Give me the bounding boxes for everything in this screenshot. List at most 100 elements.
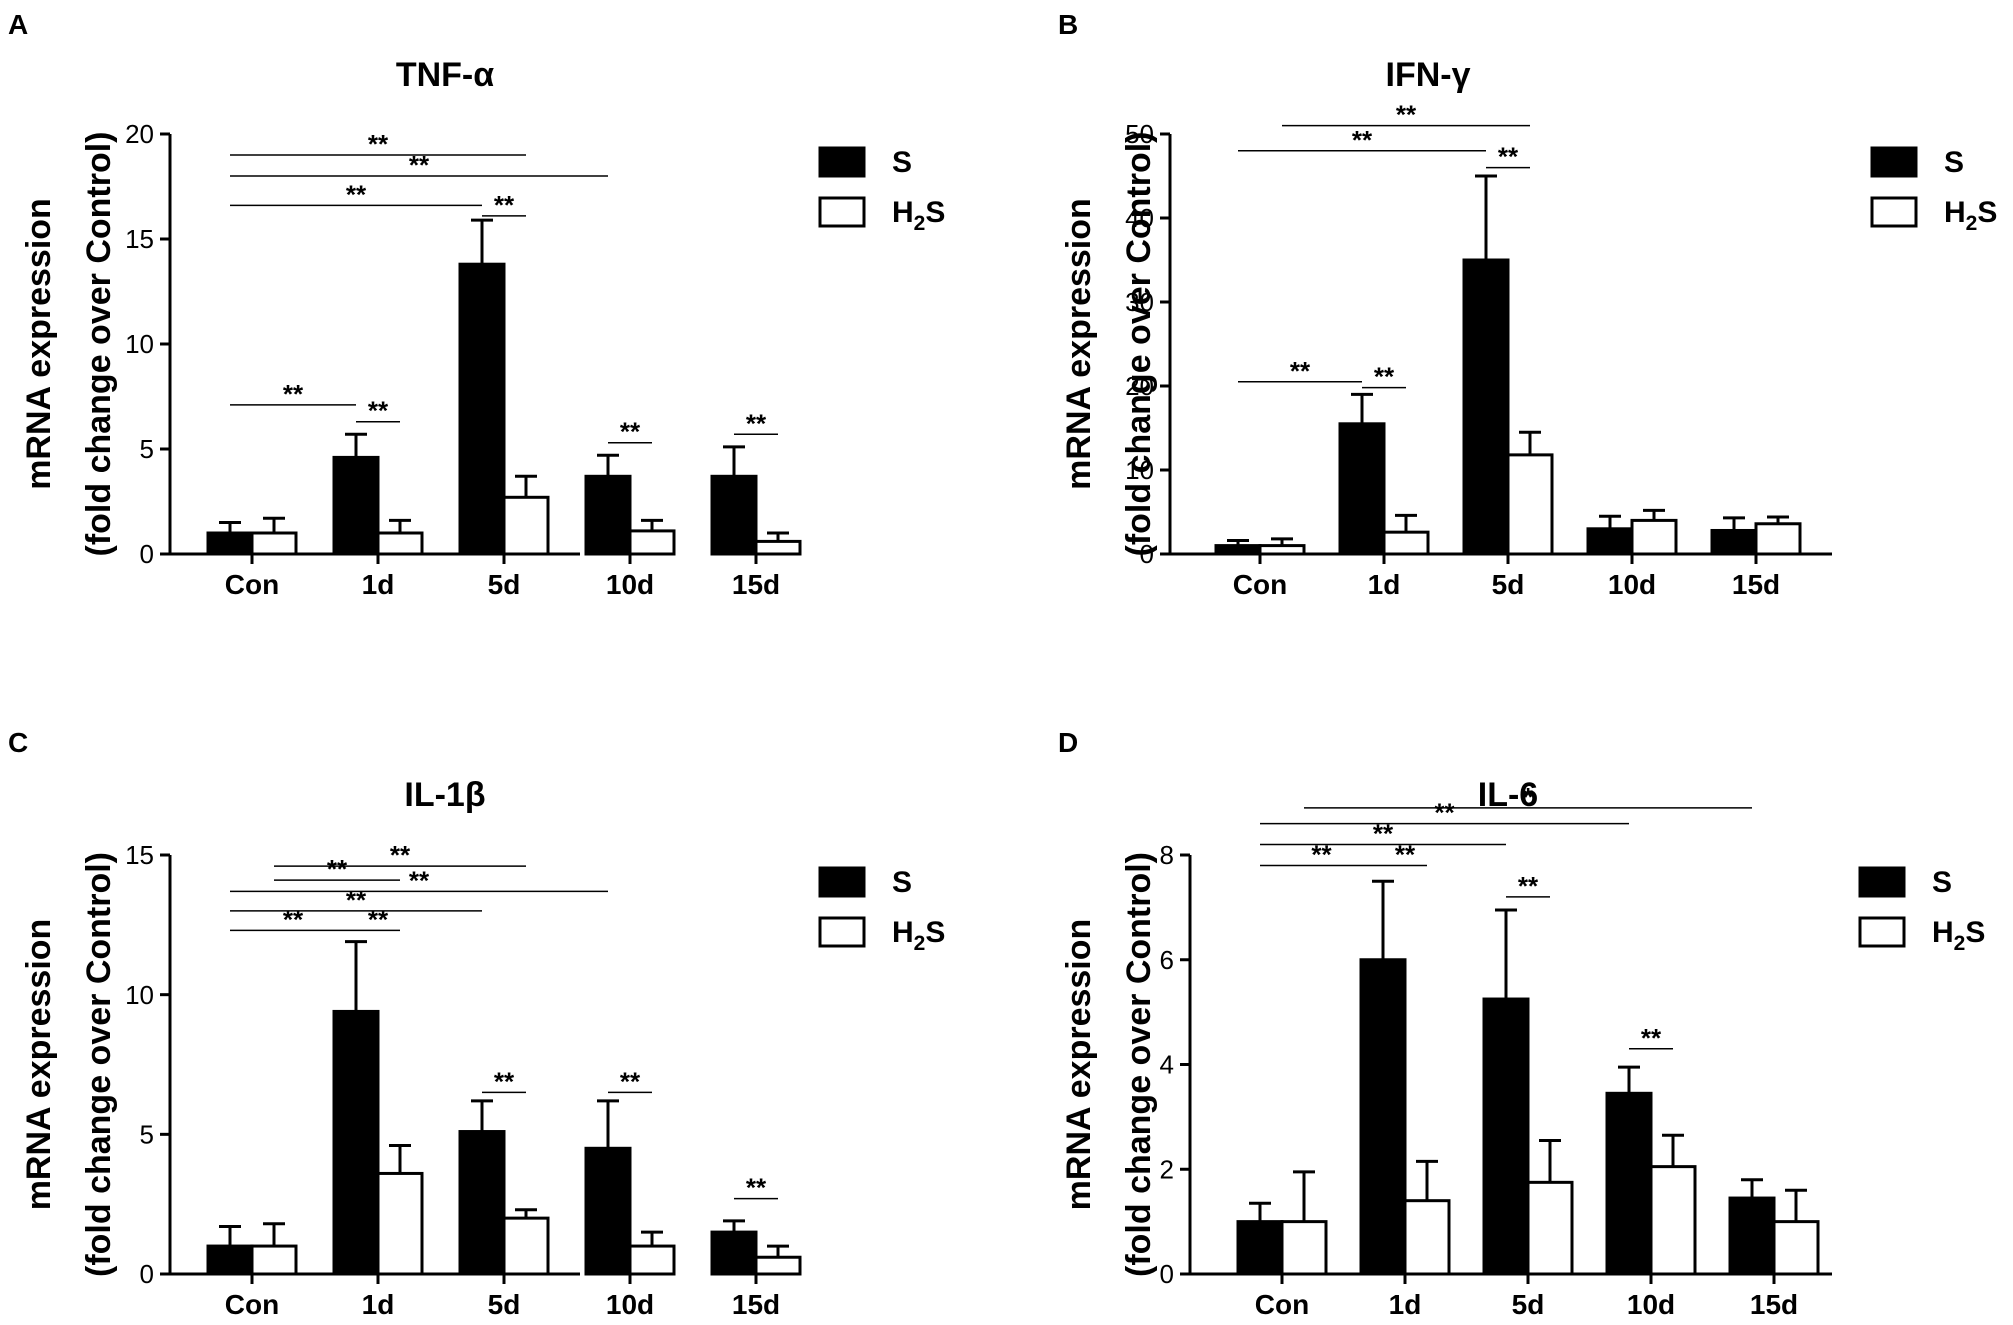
bar-s (1710, 528, 1758, 556)
y-tick-label: 2 (1160, 1154, 1174, 1184)
x-tick-label: Con (1255, 1289, 1309, 1320)
bar-s (1586, 527, 1634, 556)
y-tick-label: 4 (1160, 1050, 1174, 1080)
y-axis-label-line2: (fold change over Control) (1120, 852, 1158, 1277)
y-tick-label: 0 (140, 1259, 154, 1289)
chart-title: IFN-γ (1386, 56, 1471, 94)
significance-label: ** (1290, 356, 1311, 386)
significance-label: ** (1396, 100, 1417, 130)
bar-h2s (1649, 1165, 1697, 1276)
bar-s (710, 1230, 758, 1276)
y-tick-label: 40 (1125, 203, 1154, 233)
chart-title: TNF-α (396, 56, 494, 94)
legend-swatch-s (818, 146, 866, 178)
bar-h2s (1754, 522, 1802, 556)
y-tick-label: 0 (1160, 1259, 1174, 1289)
bar-h2s (502, 495, 550, 556)
bar-s (1728, 1196, 1776, 1276)
y-tick-label: 8 (1160, 840, 1174, 870)
y-tick-label: 10 (125, 329, 154, 359)
bar-h2s (1506, 453, 1554, 556)
x-tick-label: 5d (488, 1289, 521, 1320)
y-tick-label: 50 (1125, 119, 1154, 149)
bar-s (1482, 997, 1530, 1276)
chart-panel-c: C IL-1β mRNA expression (fold change over C… (8, 727, 945, 1320)
legend: S H2S (818, 146, 945, 235)
x-tick-label: 15d (732, 1289, 780, 1320)
bar-s (332, 455, 380, 556)
bar-h2s (1403, 1199, 1451, 1276)
y-axis-label-line2: (fold change over Control) (1120, 132, 1158, 557)
significance-label: ** (1395, 839, 1416, 869)
x-tick-label: 5d (1492, 569, 1525, 600)
y-tick-label: 15 (125, 224, 154, 254)
significance-label: ** (346, 885, 367, 915)
significance-label: ** (1373, 819, 1394, 849)
panel-label: C (8, 727, 28, 758)
x-tick-label: 15d (1750, 1289, 1798, 1320)
y-tick-label: 6 (1160, 945, 1174, 975)
y-axis-label-line2: (fold change over Control) (80, 852, 118, 1277)
significance-label: ** (620, 1066, 641, 1096)
chart-panel-b: B IFN-γ mRNA expression (fold change over C… (1058, 9, 1997, 600)
x-tick-label: 1d (362, 1289, 395, 1320)
bar-h2s (376, 1171, 424, 1276)
bar-h2s (250, 1244, 298, 1276)
significance-label: ** (346, 179, 367, 209)
bar-s (1359, 958, 1407, 1276)
significance-label: ** (368, 904, 389, 934)
legend-swatch-s (818, 866, 866, 898)
bar-s (1338, 422, 1386, 556)
legend-label-s: S (1932, 866, 1952, 899)
x-tick-label: 1d (1389, 1289, 1422, 1320)
legend: S H2S (1858, 866, 1985, 955)
legend: S H2S (1870, 146, 1997, 235)
legend-swatch-h2s (818, 196, 866, 228)
legend: S H2S (818, 866, 945, 955)
significance-label: ** (1352, 125, 1373, 155)
x-tick-label: 10d (606, 1289, 654, 1320)
legend-swatch-s (1870, 146, 1918, 178)
bar-h2s (1382, 530, 1430, 556)
significance-label: ** (1311, 839, 1332, 869)
y-tick-label: 10 (125, 980, 154, 1010)
y-axis-label-line1: mRNA expression (1060, 198, 1098, 490)
bar-s (206, 1244, 254, 1276)
significance-label: ** (1498, 142, 1519, 172)
significance-label: ** (409, 865, 430, 895)
significance-label: ** (368, 396, 389, 426)
significance-label: ** (1434, 798, 1455, 828)
x-tick-label: 10d (1608, 569, 1656, 600)
significance-label: ** (1641, 1023, 1662, 1053)
legend-label-s: S (892, 866, 912, 899)
significance-label: ** (620, 417, 641, 447)
significance-label: ** (390, 840, 411, 870)
significance-label: ** (494, 190, 515, 220)
y-tick-label: 20 (1125, 371, 1154, 401)
bar-h2s (1280, 1220, 1328, 1276)
x-tick-label: Con (225, 1289, 279, 1320)
y-axis-label-line1: mRNA expression (20, 919, 58, 1211)
significance-label: ** (368, 129, 389, 159)
legend-swatch-h2s (1858, 916, 1906, 948)
y-tick-label: 10 (1125, 455, 1154, 485)
legend-label-s: S (892, 146, 912, 179)
bar-s (458, 1130, 506, 1276)
bar-h2s (1630, 518, 1678, 556)
bar-h2s (502, 1216, 550, 1276)
y-tick-label: 0 (140, 539, 154, 569)
y-tick-label: 0 (1140, 539, 1154, 569)
x-tick-label: 1d (1368, 569, 1401, 600)
bar-s (458, 262, 506, 556)
bar-h2s (628, 529, 676, 556)
bar-h2s (628, 1244, 676, 1276)
bar-h2s (376, 531, 424, 556)
bar-h2s (754, 1255, 802, 1276)
legend-swatch-h2s (1870, 196, 1918, 228)
y-tick-label: 5 (140, 1119, 154, 1149)
x-tick-label: 5d (1512, 1289, 1545, 1320)
x-tick-label: 5d (488, 569, 521, 600)
legend-label-h2s: H2S (1944, 196, 1997, 235)
bar-s (1462, 258, 1510, 556)
